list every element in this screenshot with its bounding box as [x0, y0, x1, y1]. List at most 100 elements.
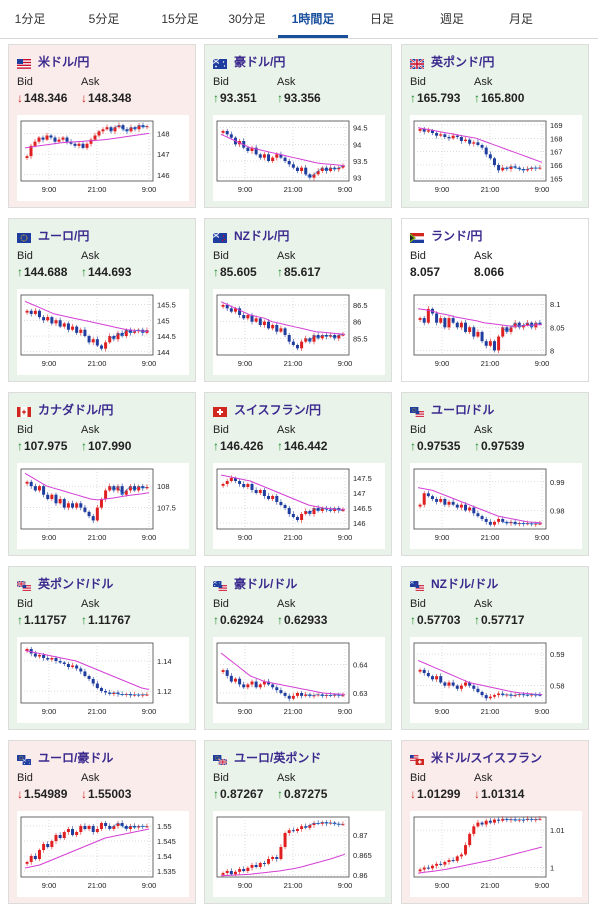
x-tick-label: 9:00 — [142, 185, 157, 194]
tab-1[interactable]: 5分足 — [88, 12, 120, 26]
rate-card[interactable]: 英ポンド/円 Bid Ask ↑165.793 ↑165.800 169 168 167 166… — [401, 44, 589, 208]
tab-6[interactable]: 週足 — [439, 12, 464, 26]
y-tick-label: 146 — [353, 519, 366, 528]
tab-5[interactable]: 日足 — [369, 12, 394, 26]
rate-card[interactable]: ランド/円 Bid Ask 8.057 8.066 8.1 8.05 8 9:00 21:00 9:… — [401, 218, 589, 382]
tab-0[interactable]: 1分足 — [14, 12, 46, 26]
moving-average-line — [220, 853, 346, 877]
tab-2[interactable]: 15分足 — [161, 12, 199, 26]
price-chart[interactable]: 94.5 94 93.5 93 9:00 21:00 9:00 — [213, 115, 385, 201]
ask-value: ↑85.617 — [277, 265, 321, 279]
pair-name[interactable]: 豪ドル/ドル — [234, 576, 298, 591]
rate-card[interactable]: カナダドル/円 Bid Ask ↑107.975 ↑107.990 108 107.5 9:0… — [8, 392, 196, 556]
y-tick-label: 146.5 — [353, 504, 372, 513]
candle-body — [145, 694, 149, 696]
pair-name[interactable]: NZドル/円 — [234, 228, 290, 243]
y-tick-label: 94.5 — [353, 124, 368, 133]
candle-body — [443, 134, 447, 137]
candle-body — [492, 819, 496, 823]
price-chart[interactable]: 0.99 0.98 9:00 21:00 9:00 — [410, 463, 582, 549]
candle-body — [95, 507, 99, 521]
flag-za-icon — [409, 230, 424, 243]
price-chart[interactable]: 169 168 167 166 165 9:00 21:00 9:00 — [410, 115, 582, 201]
pair-name[interactable]: 米ドル/スイスフラン — [431, 750, 542, 765]
pair-name[interactable]: ユーロ/ドル — [431, 402, 495, 417]
pair-name[interactable]: 英ポンド/ドル — [38, 576, 114, 591]
candle-body — [308, 694, 312, 696]
rate-card[interactable]: 豪ドル/ドル Bid Ask ↑0.62924 ↑0.62933 0.64 0.63 9:00… — [204, 566, 392, 730]
arrow-up-icon: ↑ — [81, 439, 87, 453]
y-tick-label: 166 — [550, 161, 563, 170]
pair-name[interactable]: カナダドル/円 — [38, 402, 114, 417]
price-chart[interactable]: 1.14 1.12 9:00 21:00 9:00 — [17, 637, 189, 723]
candle-body — [430, 676, 434, 680]
price-chart[interactable]: 108 107.5 9:00 21:00 9:00 — [17, 463, 189, 549]
price-chart[interactable]: 86.5 86 85.5 9:00 21:00 9:00 — [213, 289, 385, 375]
candle-body — [229, 478, 233, 481]
y-tick-label: 1.14 — [157, 657, 172, 666]
candle-body — [66, 829, 70, 832]
pair-name[interactable]: ユーロ/豪ドル — [38, 750, 114, 765]
candle-body — [58, 661, 62, 663]
price-chart[interactable]: 147.5 147 146.5 146 9:00 21:00 9:00 — [213, 463, 385, 549]
tab-4[interactable]: 1時間足 — [278, 0, 348, 38]
tab-3[interactable]: 30分足 — [228, 12, 266, 26]
rate-card[interactable]: ユーロ/ドル Bid Ask ↑0.97535 ↑0.97539 0.99 0.98 9:00… — [401, 392, 589, 556]
candle-body — [58, 499, 62, 504]
candle-body — [101, 129, 105, 132]
price-chart[interactable]: 148 147 146 9:00 21:00 9:00 — [17, 115, 189, 201]
ask-label: Ask — [277, 76, 296, 88]
ask-label: Ask — [474, 250, 493, 262]
rate-card[interactable]: ユーロ/円 Bid Ask ↑144.688 ↑144.693 145.5 145 144.5… — [8, 218, 196, 382]
pair-name[interactable]: 米ドル/円 — [38, 54, 90, 69]
price-chart[interactable]: 0.59 0.58 9:00 21:00 9:00 — [410, 637, 582, 723]
candle-body — [422, 493, 426, 505]
candle-body — [62, 499, 66, 508]
candle-body — [128, 694, 132, 696]
price-chart[interactable]: 1.01 1 9:00 21:00 9:00 — [410, 811, 582, 897]
candle-body — [480, 691, 484, 696]
rate-card[interactable]: ユーロ/英ポンド Bid Ask ↑0.87267 ↑0.87275 0.87 0.865 0… — [204, 740, 392, 904]
x-tick-label: 21:00 — [284, 533, 303, 542]
pair-name[interactable]: NZドル/ドル — [431, 576, 499, 591]
pair-name[interactable]: ランド/円 — [431, 228, 483, 243]
candle-body — [300, 341, 304, 349]
candle-body — [418, 318, 422, 320]
price-chart[interactable]: 1.55 1.545 1.54 1.535 9:00 21:00 9:00 — [17, 811, 189, 897]
rate-card[interactable]: スイスフラン/円 Bid Ask ↑146.426 ↑146.442 147.5 147 14… — [204, 392, 392, 556]
candle-body — [133, 127, 137, 130]
candle-body — [42, 844, 46, 850]
price-chart[interactable]: 0.64 0.63 9:00 21:00 9:00 — [213, 637, 385, 723]
candle-body — [312, 335, 316, 342]
plot-frame — [20, 468, 154, 530]
candle-body — [443, 318, 447, 328]
rate-card[interactable]: 英ポンド/ドル Bid Ask ↑1.11757 ↑1.11767 1.14 1.12 9:0… — [8, 566, 196, 730]
pair-name[interactable]: ユーロ/円 — [38, 228, 90, 243]
candle-body — [124, 329, 128, 337]
price-chart[interactable]: 0.87 0.865 0.86 9:00 21:00 9:00 — [213, 811, 385, 897]
flag-eu-us-icon — [410, 404, 424, 417]
price-chart[interactable]: 8.1 8.05 8 9:00 21:00 9:00 — [410, 289, 582, 375]
rate-card[interactable]: NZドル/ドル Bid Ask ↑0.57703 ↑0.57717 0.59 0.58 9:0… — [401, 566, 589, 730]
tab-7[interactable]: 月足 — [508, 12, 533, 26]
rate-card[interactable]: 米ドル/スイスフラン Bid Ask ↓1.01299 ↓1.01314 1.01 1 9:0… — [401, 740, 589, 904]
rate-card[interactable]: ユーロ/豪ドル Bid Ask ↓1.54989 ↓1.55003 1.55 1.545 1.… — [8, 740, 196, 904]
pair-name[interactable]: 豪ドル/円 — [234, 54, 286, 69]
rate-card[interactable]: 米ドル/円 Bid Ask ↓148.346 ↓148.348 148 147 146 9:00… — [8, 44, 196, 208]
pair-name[interactable]: ユーロ/英ポンド — [234, 750, 322, 765]
moving-average-line — [417, 127, 543, 163]
candle-body — [246, 147, 250, 151]
bid-value: ↑1.11757 — [17, 613, 67, 627]
price-chart[interactable]: 145.5 145 144.5 144 9:00 21:00 9:00 — [17, 289, 189, 375]
rate-card[interactable]: 豪ドル/円 Bid Ask ↑93.351 ↑93.356 94.5 94 93.5 93 9:0… — [204, 44, 392, 208]
rate-card[interactable]: NZドル/円 Bid Ask ↑85.605 ↑85.617 86.5 86 85.5 9:00… — [204, 218, 392, 382]
candle-body — [333, 822, 337, 824]
signal-line — [109, 485, 147, 496]
y-tick-label: 1.12 — [157, 687, 172, 696]
candle-body — [538, 818, 542, 820]
pair-name[interactable]: スイスフラン/円 — [234, 402, 321, 417]
pair-name[interactable]: 英ポンド/円 — [431, 54, 495, 69]
y-tick-label: 144.5 — [157, 332, 176, 341]
x-tick-label: 9:00 — [338, 707, 353, 716]
